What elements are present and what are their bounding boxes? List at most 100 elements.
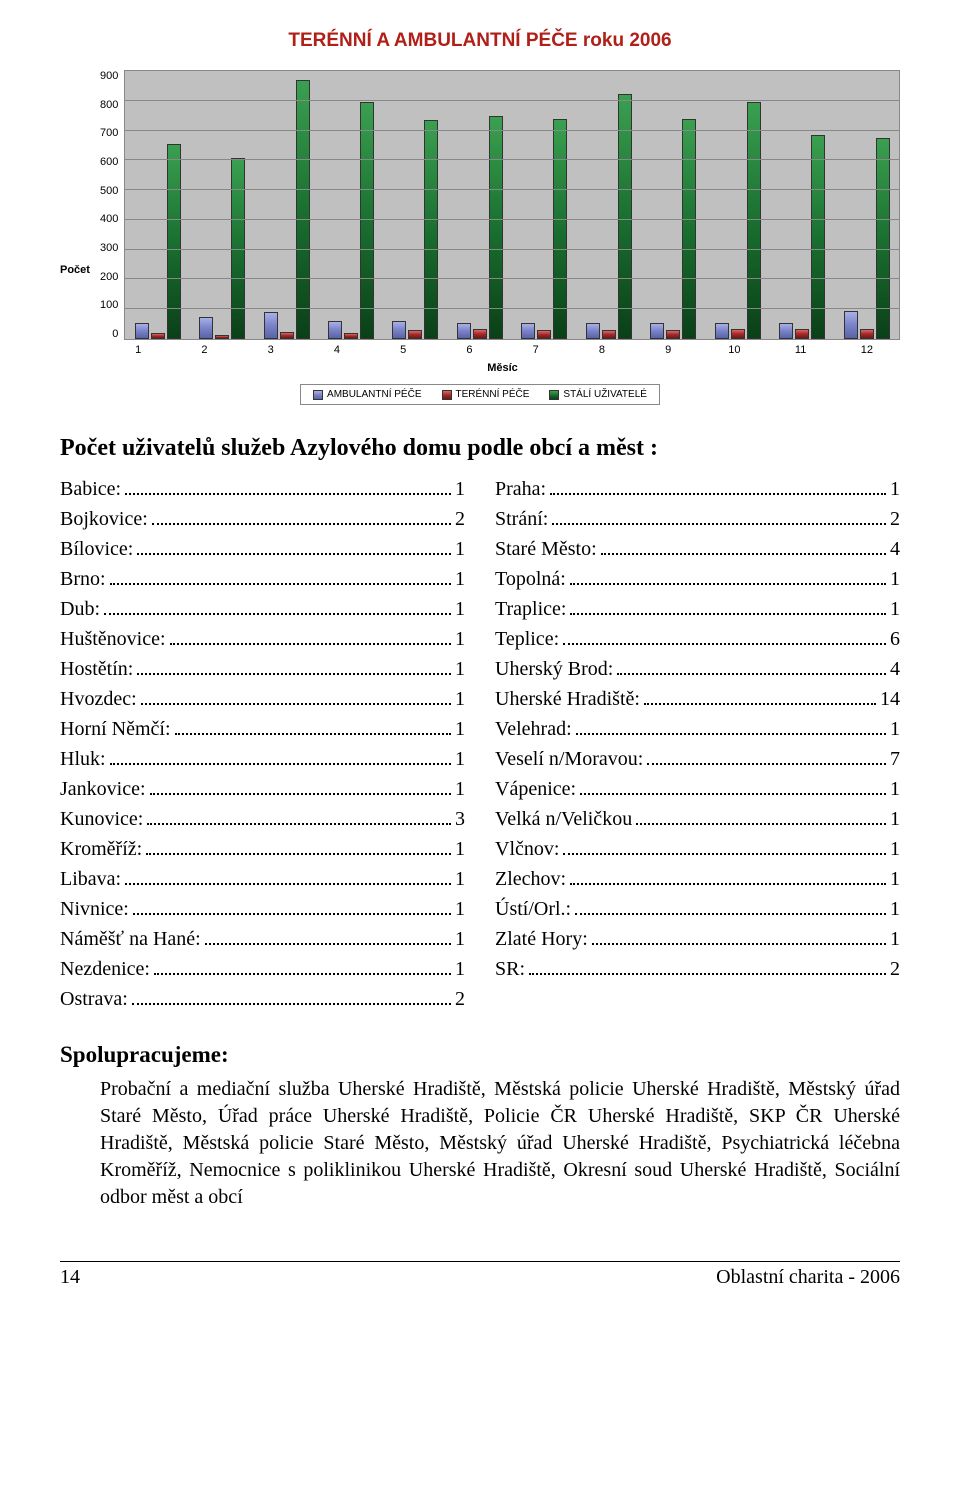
month-group	[448, 71, 512, 339]
gridline	[125, 278, 899, 279]
city-name: Topolná:	[495, 564, 566, 594]
xtick-label: 6	[436, 340, 502, 356]
ytick-label: 0	[112, 328, 118, 340]
bar-amb	[457, 323, 471, 340]
ytick-label: 100	[100, 299, 118, 311]
xtick-label: 5	[370, 340, 436, 356]
leader-dots	[647, 745, 886, 765]
city-row: Kroměříž: 1	[60, 834, 465, 864]
xtick-label: 7	[503, 340, 569, 356]
city-row: Dub: 1	[60, 594, 465, 624]
ytick-label: 400	[100, 213, 118, 225]
cities-columns: Babice: 1Bojkovice: 2Bílovice: 1Brno: 1D…	[60, 474, 900, 1014]
month-group	[834, 71, 898, 339]
leader-dots	[570, 865, 886, 885]
chart-legend: AMBULANTNÍ PÉČETERÉNNÍ PÉČESTÁLÍ UŽIVATE…	[300, 384, 660, 405]
city-row: Veselí n/Moravou: 7	[495, 744, 900, 774]
xtick-label: 11	[768, 340, 834, 356]
city-name: Hostětín:	[60, 654, 133, 684]
bar-ter	[602, 330, 616, 339]
cooperation-body: Probační a mediační služba Uherské Hradi…	[60, 1076, 900, 1211]
xtick-label: 2	[171, 340, 237, 356]
bar-ter	[344, 333, 358, 339]
city-value: 2	[455, 984, 465, 1014]
xtick-label: 12	[834, 340, 900, 356]
leader-dots	[550, 475, 886, 495]
city-name: Horní Němčí:	[60, 714, 171, 744]
city-row: Uherské Hradiště: 14	[495, 684, 900, 714]
bar-ter	[795, 329, 809, 340]
city-name: Babice:	[60, 474, 121, 504]
gridline	[125, 219, 899, 220]
gridline	[125, 159, 899, 160]
chart-bars	[125, 71, 899, 339]
city-name: Brno:	[60, 564, 106, 594]
leader-dots	[575, 895, 886, 915]
month-group	[254, 71, 318, 339]
city-name: Huštěnovice:	[60, 624, 166, 654]
city-name: Jankovice:	[60, 774, 146, 804]
city-value: 3	[455, 804, 465, 834]
gridline	[125, 189, 899, 190]
bar-amb	[521, 323, 535, 340]
city-name: Praha:	[495, 474, 546, 504]
city-name: Ústí/Orl.:	[495, 894, 571, 924]
month-group	[641, 71, 705, 339]
chart-xlabel: Měsíc	[105, 362, 900, 374]
city-name: SR:	[495, 954, 525, 984]
city-value: 4	[890, 654, 900, 684]
city-row: Vlčnov: 1	[495, 834, 900, 864]
leader-dots	[570, 595, 886, 615]
bar-amb	[328, 321, 342, 339]
city-row: SR: 2	[495, 954, 900, 984]
city-value: 1	[890, 834, 900, 864]
city-value: 1	[455, 954, 465, 984]
city-name: Zlaté Hory:	[495, 924, 588, 954]
legend-item: AMBULANTNÍ PÉČE	[313, 389, 421, 400]
city-row: Libava: 1	[60, 864, 465, 894]
ytick-label: 800	[100, 99, 118, 111]
ytick-label: 700	[100, 127, 118, 139]
gridline	[125, 70, 899, 71]
bar-amb	[844, 311, 858, 340]
leader-dots	[552, 505, 886, 525]
city-name: Velehrad:	[495, 714, 572, 744]
city-row: Teplice: 6	[495, 624, 900, 654]
cities-col-2: Praha: 1Strání: 2Staré Město: 4Topolná: …	[495, 474, 900, 1014]
xtick-label: 10	[701, 340, 767, 356]
leader-dots	[137, 535, 451, 555]
city-name: Staré Město:	[495, 534, 597, 564]
city-value: 14	[880, 684, 900, 714]
city-name: Bojkovice:	[60, 504, 148, 534]
footer-page-number: 14	[60, 1266, 80, 1289]
footer-right: Oblastní charita - 2006	[716, 1266, 900, 1289]
ytick-label: 500	[100, 185, 118, 197]
legend-item: STÁLÍ UŽIVATELÉ	[549, 389, 647, 400]
city-value: 6	[890, 624, 900, 654]
city-name: Náměšť na Hané:	[60, 924, 201, 954]
city-value: 1	[455, 684, 465, 714]
city-row: Vápenice: 1	[495, 774, 900, 804]
month-group	[383, 71, 447, 339]
city-row: Hluk: 1	[60, 744, 465, 774]
leader-dots	[137, 655, 451, 675]
city-name: Ostrava:	[60, 984, 128, 1014]
city-name: Kroměříž:	[60, 834, 142, 864]
city-name: Traplice:	[495, 594, 566, 624]
bar-ter	[280, 332, 294, 340]
ytick-label: 200	[100, 271, 118, 283]
leader-dots	[104, 595, 451, 615]
xtick-label: 9	[635, 340, 701, 356]
chart-xaxis: 123456789101112	[105, 340, 900, 356]
city-name: Kunovice:	[60, 804, 143, 834]
bar-amb	[715, 323, 729, 340]
city-value: 1	[890, 564, 900, 594]
city-row: Bojkovice: 2	[60, 504, 465, 534]
city-value: 1	[455, 564, 465, 594]
leader-dots	[601, 535, 886, 555]
bar-sta	[296, 80, 310, 340]
city-value: 1	[890, 594, 900, 624]
city-value: 2	[455, 504, 465, 534]
city-value: 1	[455, 594, 465, 624]
city-value: 1	[455, 714, 465, 744]
